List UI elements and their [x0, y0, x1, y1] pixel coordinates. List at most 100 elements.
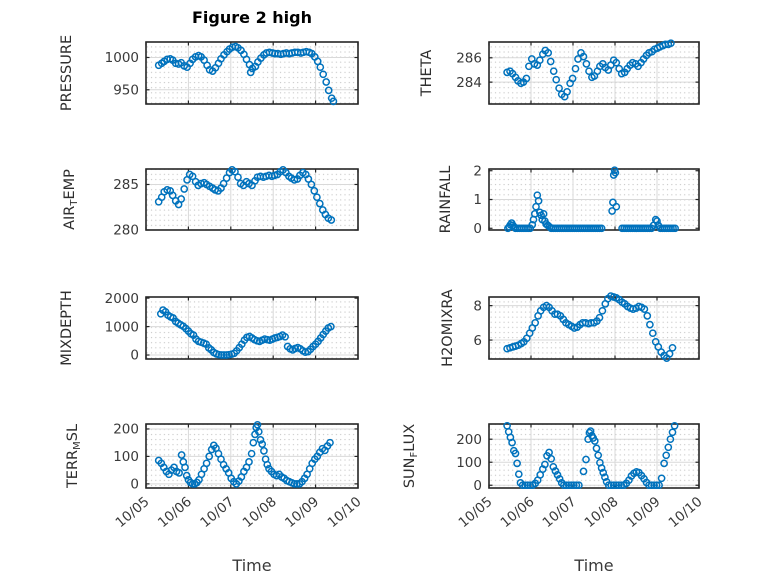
data-point: [258, 440, 267, 448]
data-point: [664, 443, 673, 452]
major-grid: [489, 297, 699, 359]
data-point: [612, 58, 621, 67]
data-point: [582, 455, 590, 464]
data-point: [316, 63, 325, 72]
data-point: [582, 60, 591, 68]
data-point: [541, 460, 549, 469]
data-point: [662, 451, 671, 460]
series-rainfall: [504, 166, 679, 233]
y-tick-label: 200: [456, 432, 482, 448]
major-grid: [146, 42, 358, 104]
y-tick-label: 950: [113, 83, 139, 99]
y-tick-labels: 950 1000: [105, 50, 139, 98]
y-axis-label-rainfall: RAINFALL: [438, 166, 454, 234]
x-tick-label: 10/08: [581, 494, 621, 531]
axes-border: [145, 168, 359, 231]
data-point: [586, 427, 595, 435]
y-axis-label-sun-flux: SUNFLUX: [402, 424, 420, 488]
y-axis-label-h2omixra: H2OMIXRA: [440, 289, 456, 367]
data-point: [592, 444, 601, 453]
y-tick-label: 1000: [105, 50, 139, 66]
y-tick-labels: 0 1000 2000: [105, 291, 139, 364]
subplot-air-temp: 280 285 AIRTEMP: [62, 166, 359, 239]
data-point: [307, 180, 316, 189]
data-point: [177, 451, 186, 459]
x-tick-label: 10/09: [623, 494, 663, 531]
data-point: [207, 445, 216, 454]
data-point: [254, 427, 263, 436]
y-tick-label: 1: [473, 192, 482, 208]
x-tick-label: 10/06: [497, 494, 537, 531]
y-tick-label: 0: [130, 477, 139, 493]
data-point: [329, 97, 338, 106]
x-tick-label: 10/07: [539, 494, 579, 531]
data-point: [539, 210, 548, 218]
data-point: [640, 305, 649, 313]
data-point: [549, 67, 558, 76]
data-point: [645, 481, 653, 490]
data-point: [324, 86, 333, 95]
major-grid: [489, 424, 699, 488]
data-point: [249, 438, 258, 447]
data-point: [657, 474, 666, 483]
data-point: [597, 224, 606, 233]
x-tick-label: 10/09: [282, 494, 322, 531]
data-point: [579, 467, 588, 476]
data-point: [531, 318, 540, 327]
y-axis-label-mixdepth: MIXDEPTH: [59, 290, 75, 366]
data-point: [653, 217, 661, 225]
data-point: [564, 481, 573, 490]
y-tick-label: 100: [456, 455, 482, 471]
data-point: [575, 481, 583, 490]
data-point: [175, 469, 183, 477]
data-point: [579, 52, 588, 61]
data-point: [670, 421, 679, 430]
major-grid: [146, 297, 358, 359]
series-terr-msl: [154, 420, 334, 488]
data-point: [601, 473, 609, 482]
axes-border: [488, 41, 700, 105]
data-point: [281, 332, 289, 341]
axes-border: [488, 423, 700, 489]
data-point: [523, 481, 532, 490]
data-point: [522, 74, 531, 83]
series-theta: [503, 39, 675, 101]
data-point: [546, 57, 555, 66]
series-mixdepth: [156, 306, 335, 359]
data-point: [552, 75, 561, 84]
y-tick-label: 285: [113, 177, 139, 193]
y-tick-label: 2: [473, 163, 482, 179]
series-h2omixra: [503, 292, 677, 362]
y-tick-labels: 280 285: [113, 177, 139, 239]
data-point: [180, 185, 189, 193]
subplot-pressure: 950 1000 PRESSURE: [59, 35, 359, 111]
x-axis-label-right: Time: [574, 556, 614, 575]
data-point: [315, 199, 324, 208]
data-point: [521, 481, 529, 490]
data-point: [652, 481, 661, 490]
series-pressure: [154, 42, 338, 106]
x-axis-label-left: Time: [232, 556, 272, 575]
minor-grid: [146, 42, 358, 104]
figure-title: Figure 2 high: [192, 8, 312, 27]
y-axis-label-air-temp: AIRTEMP: [62, 169, 80, 230]
data-point: [518, 481, 527, 490]
subplot-sun-flux: 0 100 200 10/05 10/06 10/07 10/08 10/09 10/10 SUN…: [402, 421, 706, 531]
data-point: [612, 202, 621, 211]
data-point: [608, 207, 616, 215]
axes-border: [145, 296, 359, 360]
subplot-terr-msl: 0 100 200 10/05 10/06 10/07 10/08 10/09 10/10 TER…: [65, 420, 365, 531]
data-point: [647, 481, 656, 490]
y-tick-label: 100: [113, 449, 139, 465]
major-grid: [146, 424, 358, 488]
series-sun-flux: [503, 421, 679, 490]
axes-border: [145, 423, 359, 489]
y-axis-label-terr-msl: TERRMSL: [65, 424, 83, 489]
data-point: [646, 320, 654, 329]
data-point: [555, 84, 563, 93]
data-point: [313, 193, 321, 202]
data-point: [246, 68, 255, 77]
data-point: [217, 351, 226, 359]
